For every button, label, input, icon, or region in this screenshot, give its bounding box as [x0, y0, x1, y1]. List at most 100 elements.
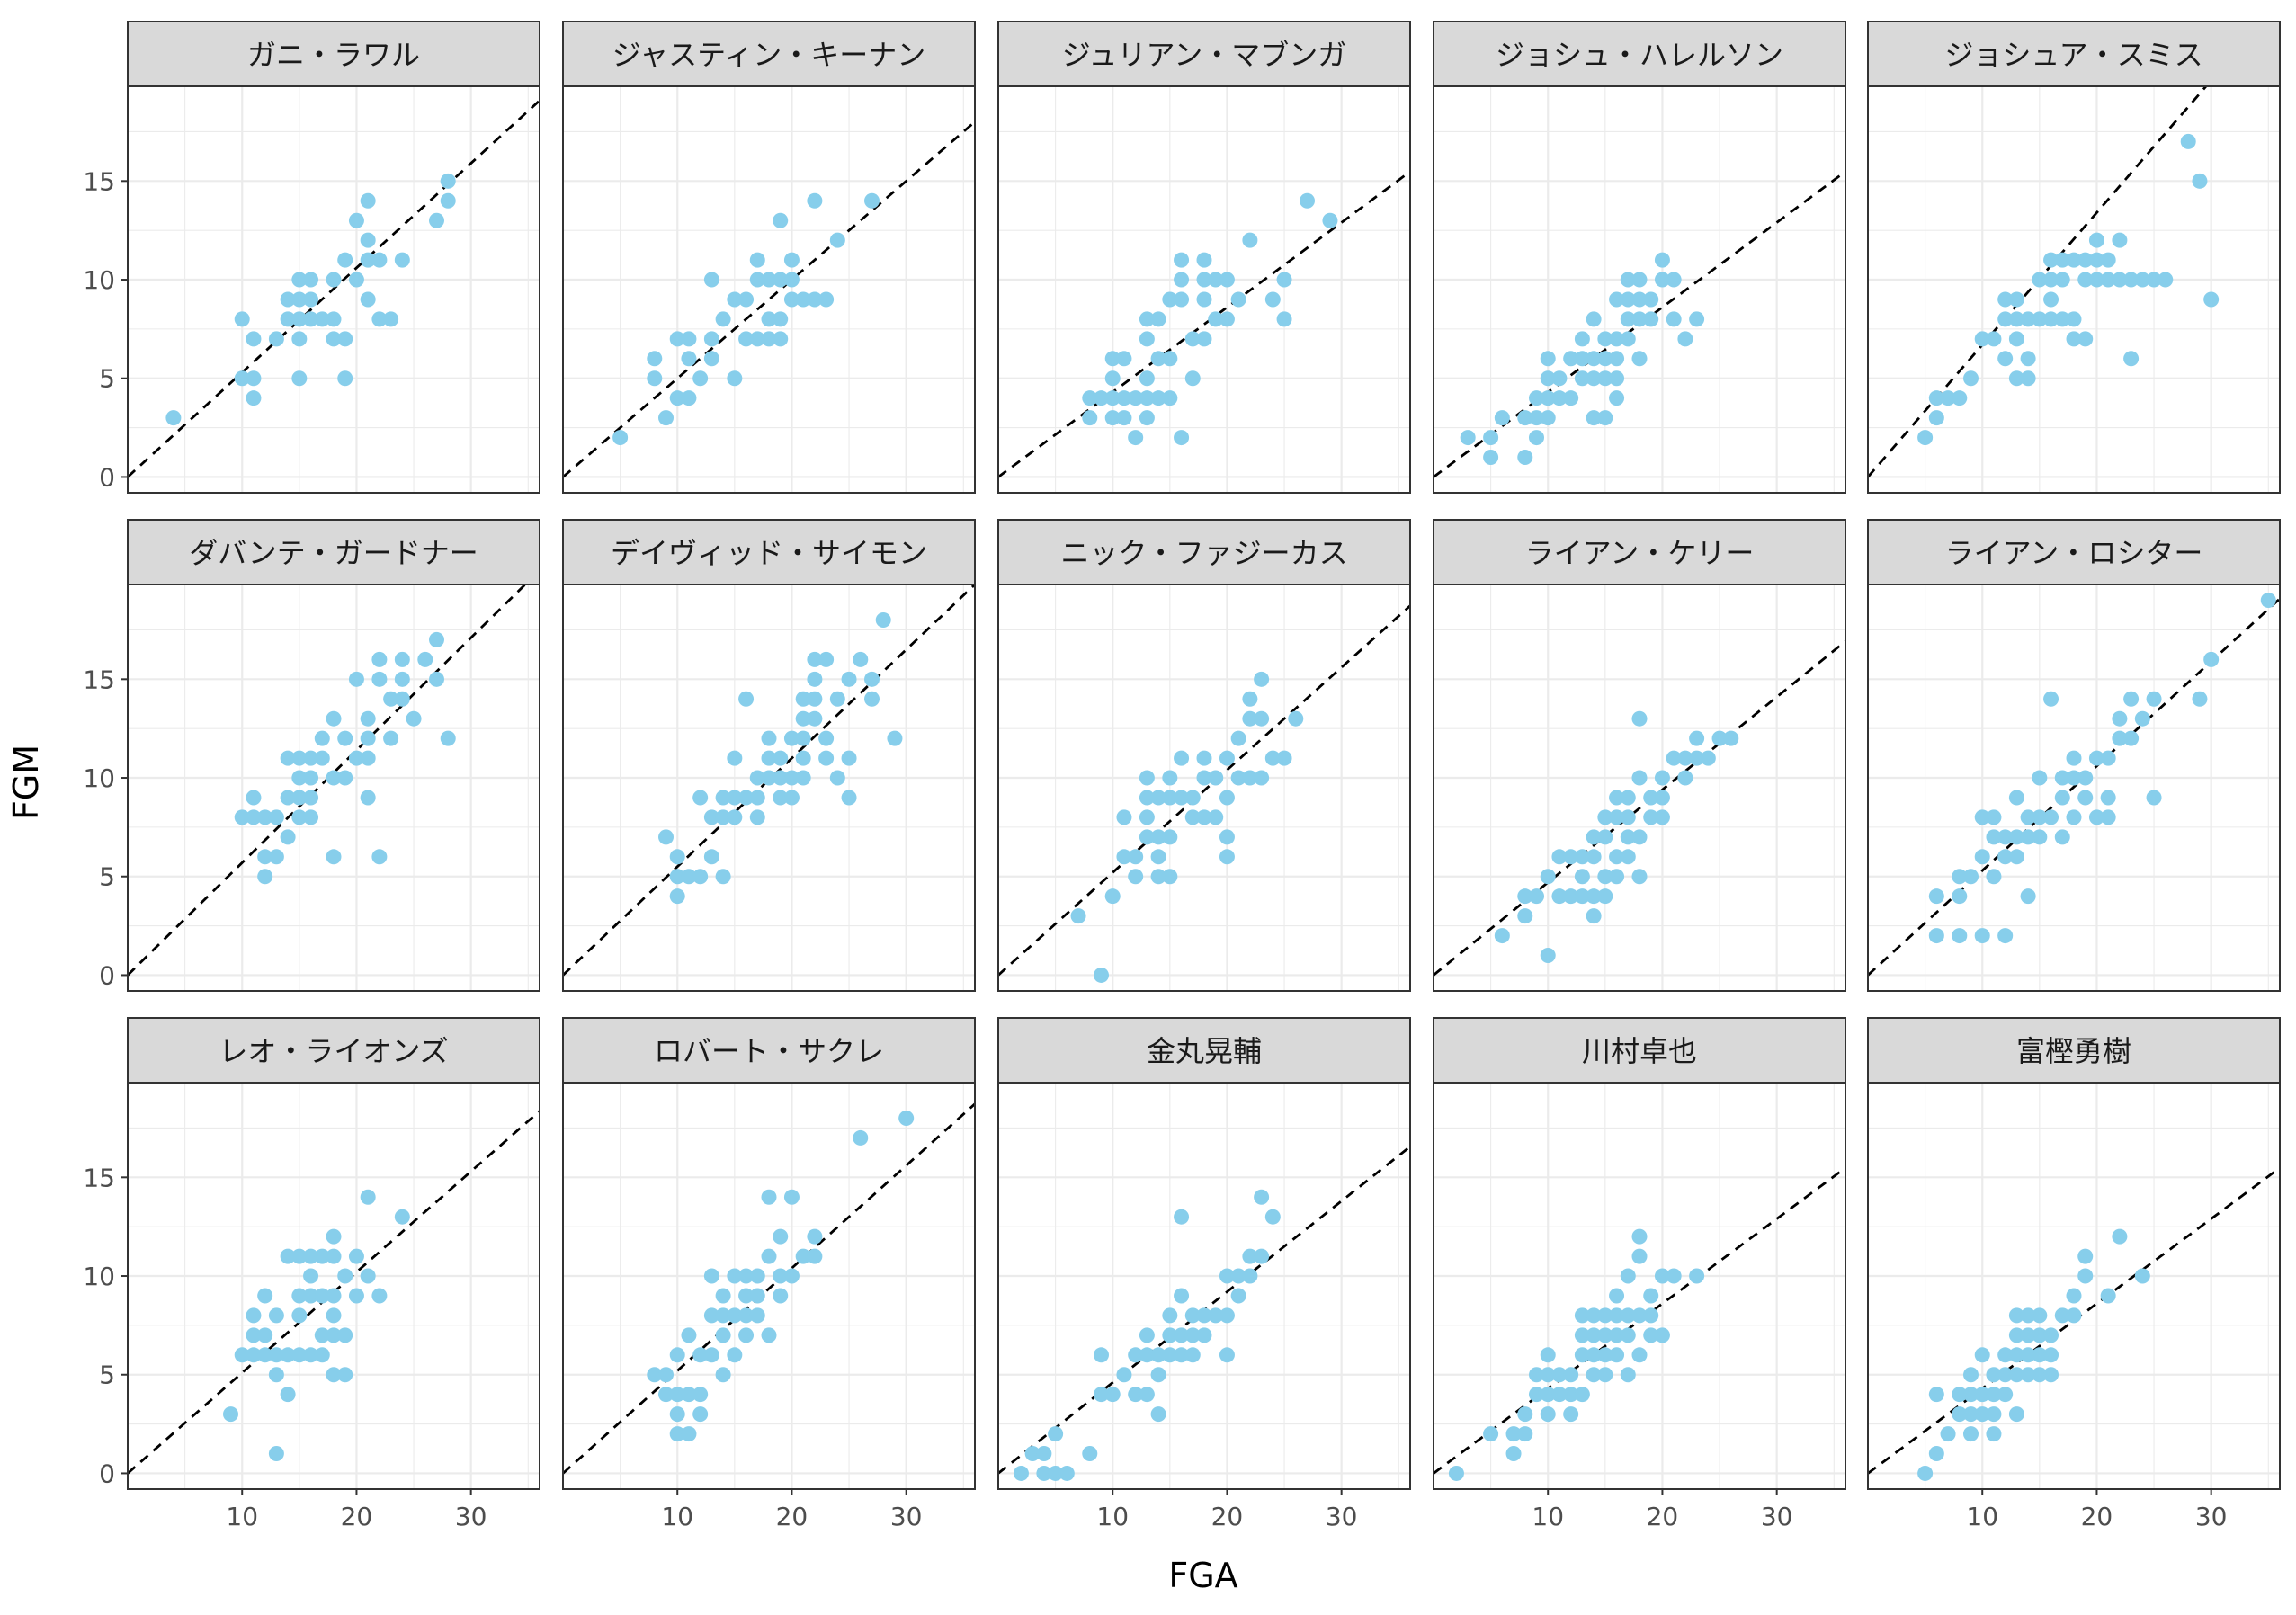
data-point [360, 790, 376, 806]
panel-background [563, 584, 975, 991]
data-point [1597, 351, 1613, 367]
data-point [348, 212, 364, 228]
data-point [2043, 311, 2059, 327]
data-point [1196, 252, 1212, 268]
data-point [818, 730, 835, 746]
data-point [360, 252, 376, 268]
data-point [1631, 710, 1648, 727]
data-point [394, 1209, 410, 1225]
data-point [1666, 311, 1682, 327]
data-point [2020, 888, 2036, 905]
data-points [234, 631, 456, 885]
data-point [383, 691, 399, 707]
data-point [1574, 869, 1590, 885]
data-point [1986, 809, 2002, 825]
data-point [2134, 272, 2150, 288]
x-tick-label: 20 [341, 1502, 373, 1531]
data-point [1620, 809, 1636, 825]
data-point [1574, 1327, 1590, 1343]
data-point [1654, 809, 1670, 825]
data-points [1460, 252, 1705, 466]
data-point [1162, 1307, 1178, 1324]
data-point [1928, 928, 1944, 944]
data-point [795, 691, 811, 707]
y-tick-label: 10 [83, 1262, 115, 1291]
data-point [1540, 1387, 1556, 1403]
data-point [773, 331, 789, 347]
data-point [1174, 790, 1190, 806]
data-point [257, 1288, 273, 1304]
data-point [1517, 908, 1533, 924]
data-point [1288, 710, 1304, 727]
data-point [669, 331, 685, 347]
data-point [727, 370, 743, 387]
data-point [2043, 809, 2059, 825]
data-point [348, 272, 364, 288]
data-point [818, 291, 835, 308]
data-point [749, 252, 765, 268]
data-point [2020, 370, 2036, 387]
data-point [268, 809, 284, 825]
data-point [1586, 351, 1602, 367]
panel-border [127, 1082, 540, 1490]
data-point [2066, 750, 2082, 766]
data-point [727, 1347, 743, 1363]
reference-line [998, 170, 1410, 478]
data-point [234, 311, 250, 327]
data-point [841, 671, 857, 687]
data-point [303, 1347, 319, 1363]
data-point [394, 252, 410, 268]
data-point [1082, 1446, 1098, 1462]
data-point [715, 790, 731, 806]
data-point [2077, 1268, 2094, 1284]
data-point [1196, 770, 1212, 786]
data-point [1139, 770, 1155, 786]
data-point [165, 410, 182, 426]
data-point [2066, 770, 2082, 786]
data-point [1997, 849, 2014, 865]
data-point [2088, 232, 2104, 248]
y-tick-label: 10 [83, 265, 115, 295]
x-tick-label: 20 [1211, 1502, 1244, 1531]
data-point [681, 869, 697, 885]
data-point [1529, 410, 1544, 426]
data-point [1952, 869, 1968, 885]
data-point [2077, 790, 2094, 806]
data-point [1082, 410, 1098, 426]
data-point [1529, 1367, 1544, 1383]
data-point [795, 291, 811, 308]
data-point [2123, 351, 2140, 367]
data-point [1689, 730, 1705, 746]
data-point [246, 390, 262, 406]
data-point [440, 730, 456, 746]
facet-panel: デイヴィッド・サイモン [562, 519, 976, 992]
data-point [761, 730, 777, 746]
facet-title: ロバート・サクレ [654, 1034, 884, 1068]
data-point [1139, 1327, 1155, 1343]
data-point [1162, 869, 1178, 885]
data-point [1540, 1367, 1556, 1383]
data-point [1563, 1367, 1579, 1383]
panel-background [998, 584, 1410, 991]
data-point [738, 291, 755, 308]
data-point [303, 311, 319, 327]
data-point [326, 311, 342, 327]
data-point [1952, 888, 1968, 905]
facet-strip [1433, 519, 1846, 585]
data-point [326, 849, 342, 865]
facet-title: ライアン・ロシター [1945, 536, 2203, 570]
data-point [1529, 1387, 1544, 1403]
data-point [2066, 331, 2082, 347]
data-point [1574, 1307, 1590, 1324]
data-point [2123, 691, 2140, 707]
data-point [2100, 790, 2116, 806]
data-point [257, 869, 273, 885]
data-point [669, 1347, 685, 1363]
data-point [1540, 351, 1556, 367]
data-point [1150, 311, 1166, 327]
data-point [1928, 1446, 1944, 1462]
data-point [2088, 809, 2104, 825]
data-point [1551, 1367, 1568, 1383]
data-point [1174, 1288, 1190, 1304]
data-point [1150, 351, 1166, 367]
